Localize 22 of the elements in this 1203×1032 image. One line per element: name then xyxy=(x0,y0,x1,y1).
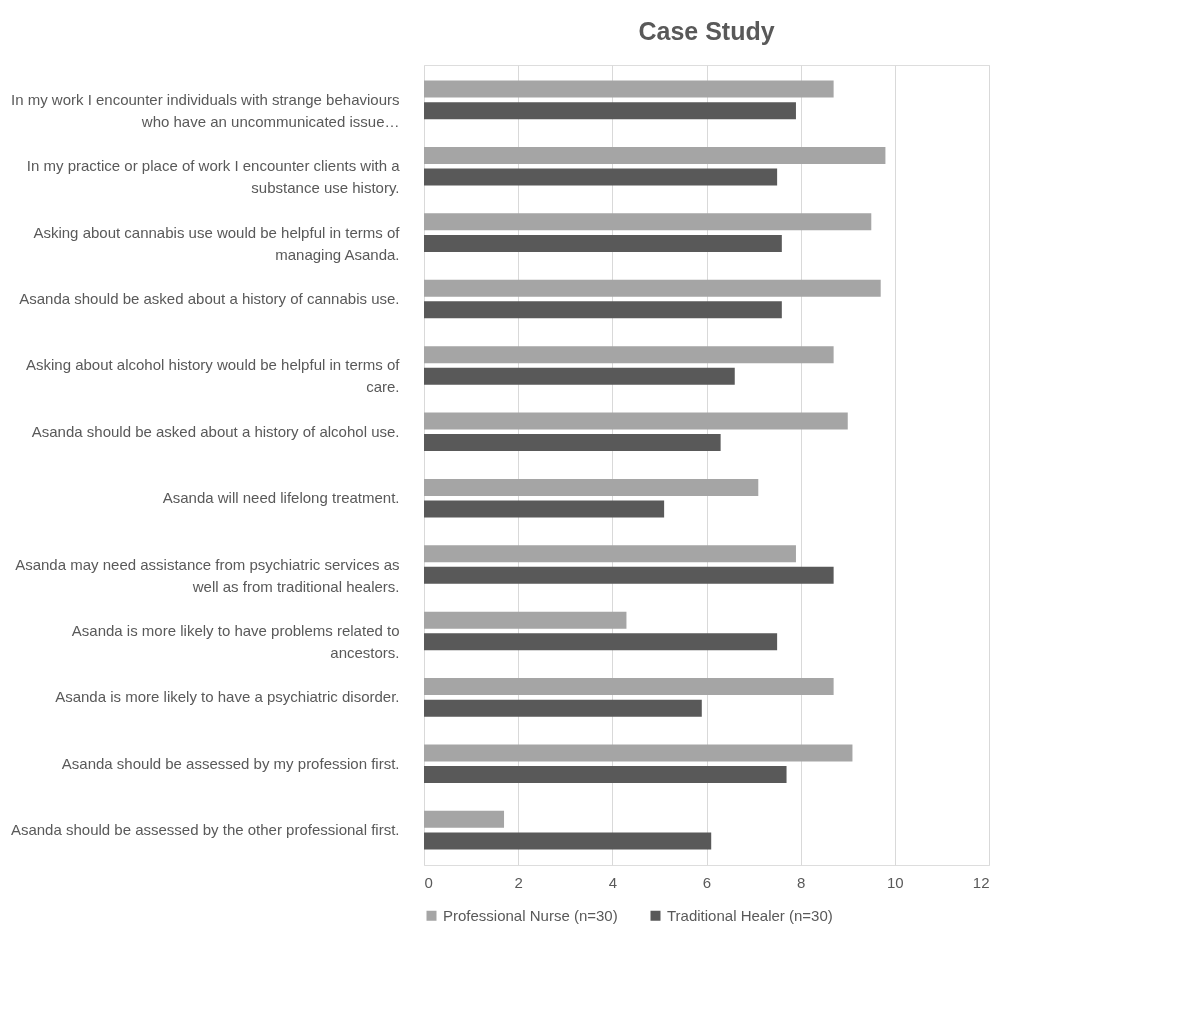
legend-label: Traditional Healer (n=30) xyxy=(667,906,833,924)
x-tick-label: 6 xyxy=(702,873,712,891)
x-tick-label: 10 xyxy=(886,873,904,891)
y-tick-label: Asanda may need assistance from psychiatric services as well as from traditional healers. xyxy=(15,555,400,595)
y-tick-label: Asanda is more likely to have a psychiatric disorder. xyxy=(55,688,400,706)
legend-label: Professional Nurse (n=30) xyxy=(443,906,618,924)
y-tick-label: In my practice or place of work I encounter clients with a substance use history. xyxy=(26,157,401,197)
y-tick-label: Asanda should be assessed by my profession first. xyxy=(61,754,400,772)
x-tick-label: 0 xyxy=(424,873,433,891)
y-tick-label: Asanda will need lifelong treatment. xyxy=(162,489,400,507)
y-tick-label: In my work I encounter individuals with strange behaviours who have an uncommunicated issue… xyxy=(10,90,400,130)
x-tick-label: 4 xyxy=(608,873,618,891)
y-tick-label: Asanda is more likely to have problems related to ancestors. xyxy=(71,621,400,661)
x-tick-label: 2 xyxy=(514,873,523,891)
y-tick-label: Asanda should be assessed by the other professional first. xyxy=(10,821,400,839)
y-tick-label: Asking about cannabis use would be helpful in terms of managing Asanda. xyxy=(33,223,401,263)
y-tick-label: Asking about alcohol history would be helpful in terms of care. xyxy=(25,356,401,396)
x-tick-label: 12 xyxy=(972,873,990,891)
x-tick-label: 8 xyxy=(796,873,806,891)
chart-title: Case Study xyxy=(638,17,775,45)
y-tick-label: Asanda should be asked about a history of cannabis use. xyxy=(19,290,400,308)
y-tick-label: Asanda should be asked about a history of alcohol use. xyxy=(31,422,400,440)
